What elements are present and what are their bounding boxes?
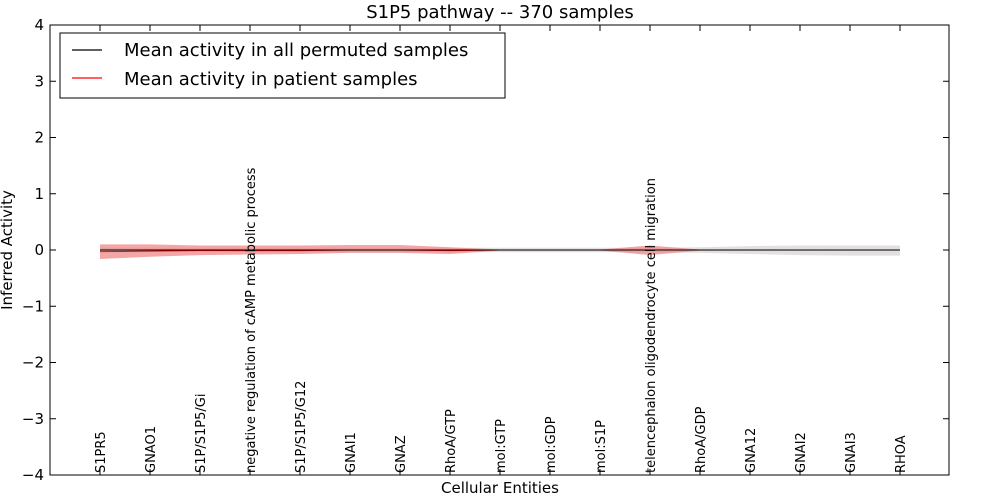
confidence-band-1: [100, 244, 900, 259]
legend-box: [59, 32, 506, 99]
x-tick-label: GNAI3: [844, 432, 859, 473]
x-tick-label: S1P/S1P5/G12: [294, 381, 309, 473]
x-tick-label: telencephalon oligodendrocyte cell migra…: [644, 178, 659, 473]
y-tick-label: 0: [34, 241, 44, 259]
y-tick-label: 1: [34, 185, 44, 203]
x-tick-label: GNA12: [744, 428, 759, 473]
x-tick-label: GNAI2: [794, 432, 809, 473]
y-tick-label: 2: [34, 129, 44, 147]
x-axis-label: Cellular Entities: [441, 479, 559, 497]
y-axis: 4 3 2 1 0 −1 −2 −3 −4: [22, 16, 949, 484]
y-axis-label: Inferred Activity: [0, 190, 16, 310]
x-tick-label: RHOA: [894, 435, 909, 473]
legend-label-permuted: Mean activity in all permuted samples: [124, 40, 468, 61]
x-tick-label: GNAI1: [344, 432, 359, 473]
x-tick-label: S1PR5: [94, 431, 109, 473]
x-tick-label: S1P/S1P5/Gi: [194, 394, 209, 473]
y-tick-label: 4: [34, 16, 44, 34]
y-tick-label: −1: [22, 297, 44, 315]
x-tick-label: GNAZ: [394, 435, 409, 473]
x-tick-label: GNAO1: [144, 426, 159, 473]
x-tick-label: negative regulation of cAMP metabolic pr…: [244, 167, 259, 473]
y-tick-label: −3: [22, 410, 44, 428]
y-tick-label: −2: [22, 354, 44, 372]
y-tick-label: 3: [34, 72, 44, 90]
chart-title: S1P5 pathway -- 370 samples: [366, 2, 634, 23]
x-tick-label: mol:GDP: [544, 416, 559, 473]
x-axis: S1PR5 GNAO1 S1P/S1P5/Gi negative regulation…: [94, 25, 909, 475]
legend: Mean activity in all permuted samples Me…: [59, 32, 506, 99]
confidence-bands: [100, 244, 900, 259]
x-tick-label: mol:GTP: [494, 419, 509, 473]
x-tick-label: mol:S1P: [594, 420, 609, 473]
x-tick-label: RhoA/GTP: [444, 409, 459, 473]
legend-label-patient: Mean activity in patient samples: [124, 69, 418, 90]
y-tick-label: −4: [22, 466, 44, 484]
series-lines: [99, 249, 900, 253]
x-tick-label: RhoA/GDP: [694, 406, 709, 473]
